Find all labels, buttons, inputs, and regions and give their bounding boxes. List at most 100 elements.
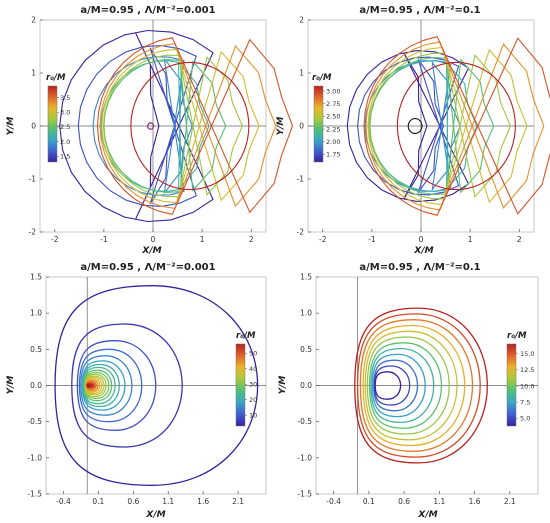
orbit-shell (96, 37, 294, 215)
colorbar-label: 50 (249, 350, 257, 358)
x-tick-label: 0.1 (363, 497, 375, 506)
x-tick-label: 0.1 (92, 497, 104, 506)
orbit-loop (84, 371, 110, 400)
y-tick-label: 1.0 (300, 309, 312, 318)
colorbar (313, 85, 324, 163)
orbit-loop (354, 307, 488, 464)
orbit-shell (346, 50, 470, 202)
y-tick-label: 0.0 (300, 381, 312, 390)
chart-4-plot: -0.4 0.1 0.6 1.1 1.6 2.1 -1.5 -1.0 -0.5 0.0 0.5 1.0… (297, 273, 538, 506)
orbit-shell (77, 45, 197, 207)
x-tick-label: -2 (319, 235, 327, 244)
chart-1-xlabel: X/M (141, 246, 161, 256)
x-tick-label: 0.6 (398, 497, 410, 506)
orbit-loop (85, 376, 103, 395)
x-tick-label: 1.6 (469, 497, 481, 506)
orbit-loop (85, 375, 105, 396)
inner-orbit-circle (407, 118, 423, 134)
y-tick-label: -1.0 (297, 453, 312, 462)
orbit-circle (130, 61, 250, 191)
chart-3-ylabel: Y/M (6, 376, 16, 395)
chart-panel-4: a/M=0.95 , Λ/M⁻²=0.1 -0.4 0.1 0.6 1.1 1.6 2.1… (278, 262, 539, 520)
x-tick-label: 2.1 (232, 497, 244, 506)
colorbar-label: 12.5 (520, 366, 534, 374)
y-tick-label: -0.5 (27, 417, 42, 426)
colorbar-label: 15.0 (520, 350, 534, 358)
colorbar-label: 20 (249, 396, 257, 404)
orbit-loop (359, 319, 474, 452)
orbit-loop (371, 353, 426, 418)
y-tick-label: -2 (297, 228, 305, 237)
orbit-loop (85, 379, 99, 392)
x-tick-label: 2 (517, 235, 522, 244)
chart-1-legend-title: r₀/M (46, 73, 66, 83)
y-tick-label: -2 (29, 228, 37, 237)
chart-2-ylabel: Y/M (276, 117, 286, 136)
y-tick-label: 0 (299, 122, 304, 131)
colorbar-label: 40 (249, 365, 257, 373)
y-tick-label: -1.5 (297, 490, 312, 499)
chart-3-plot: -0.4 0.1 0.6 1.1 1.6 2.1 -1.5 -1.0 -0.5 0.0 0.5 1.0… (27, 273, 266, 506)
y-tick-label: 1.0 (30, 309, 42, 318)
orbit-loop (82, 363, 120, 408)
orbit-loop (81, 360, 126, 411)
orbit-loop (83, 366, 116, 405)
orbit-loop (364, 330, 458, 441)
orbit-loop (54, 285, 259, 486)
chart-1-title: a/M=0.95 , Λ/M⁻²=0.001 (80, 5, 215, 16)
y-tick-label: 0.0 (30, 381, 42, 390)
x-tick-label: -1 (368, 235, 376, 244)
y-tick-label: -1.5 (27, 490, 42, 499)
x-tick-label: 0.6 (127, 497, 139, 506)
orbit-shell (368, 52, 511, 200)
chart-4-legend-title: r₀/M (507, 331, 527, 341)
y-tick-label: 1.5 (300, 273, 312, 282)
orbit-loop (86, 381, 97, 390)
colorbar-label: 1.75 (326, 151, 340, 159)
x-tick-label: 1 (200, 235, 205, 244)
colorbar-label: 2.00 (326, 138, 340, 146)
x-tick-label: -0.4 (326, 497, 341, 506)
y-tick-label: 0.5 (30, 345, 42, 354)
y-tick-label: 1.5 (30, 273, 42, 282)
x-tick-label: -0.4 (56, 497, 71, 506)
orbit-shell (102, 54, 243, 198)
orbit-loop (362, 324, 466, 447)
chart-4-title: a/M=0.95 , Λ/M⁻²=0.1 (359, 262, 480, 273)
orbit-shell (101, 48, 260, 204)
orbit-loop (80, 355, 133, 416)
y-tick-label: 2 (299, 16, 304, 25)
x-tick-label: 0 (151, 235, 156, 244)
x-tick-label: 1.1 (433, 497, 445, 506)
x-tick-label: 2 (249, 235, 254, 244)
x-tick-label: 1.6 (197, 497, 209, 506)
orbit-loop (76, 340, 157, 431)
orbit-loop (366, 336, 450, 435)
x-tick-label: -1 (100, 235, 108, 244)
y-tick-label: -1 (297, 175, 305, 184)
y-tick-label: 0.5 (300, 345, 312, 354)
colorbar-label: 30 (249, 381, 257, 389)
colorbar-label: 3.00 (326, 87, 340, 95)
orbit-loop (86, 382, 96, 389)
chart-3-legend-title: r₀/M (236, 331, 256, 341)
orbit-loop (85, 378, 101, 393)
orbit-shell (363, 36, 550, 216)
chart-4-xlabel: X/M (417, 510, 437, 520)
orbit-loop (370, 347, 435, 424)
colorbar-label: 2.5 (60, 123, 70, 131)
orbit-shell (367, 46, 528, 206)
y-tick-label: 0 (31, 122, 36, 131)
orbit-loop (71, 323, 183, 448)
orbit-shell (357, 56, 460, 196)
orbit-shell (103, 59, 227, 193)
colorbar-label: 2.50 (326, 113, 340, 121)
x-tick-label: 1.1 (162, 497, 174, 506)
colorbar-label: 3.5 (60, 94, 70, 102)
orbit-loop (84, 373, 107, 398)
orbit-loop (374, 371, 402, 400)
colorbar-label: 1.5 (60, 152, 70, 160)
colorbar-label: 5.0 (520, 415, 530, 423)
chart-2-xlabel: X/M (413, 246, 433, 256)
